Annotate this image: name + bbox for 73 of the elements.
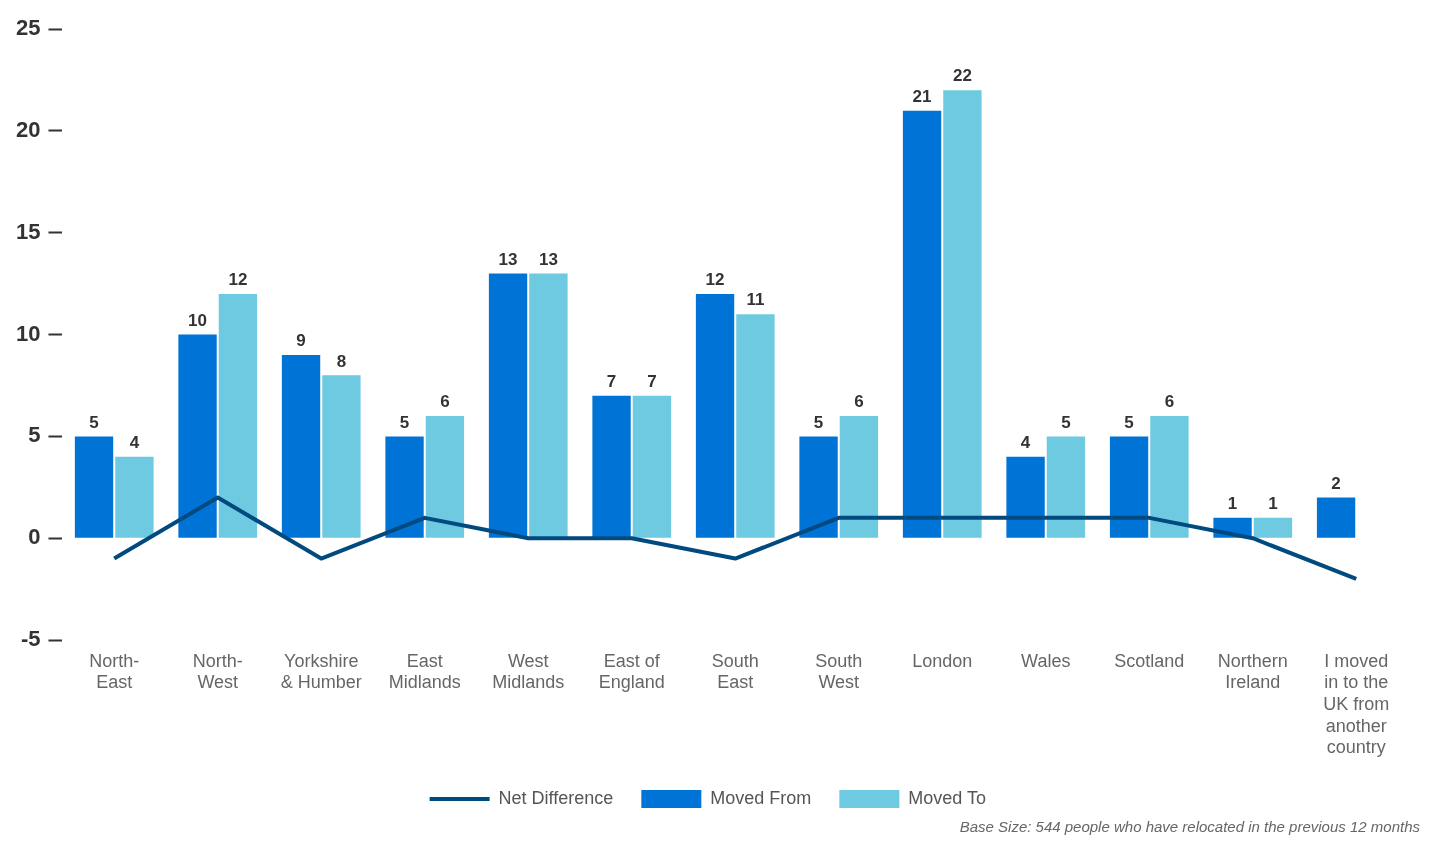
data-label: 7 (606, 371, 617, 391)
x-tick-label: East of England (598, 650, 665, 693)
x-tick-label: I moved in to the UK from another country (1323, 650, 1390, 758)
bar (1150, 416, 1189, 538)
data-label: 6 (1164, 392, 1175, 412)
data-label: 13 (498, 249, 518, 269)
bar (178, 334, 217, 538)
y-tick-label: 10 (15, 320, 41, 346)
data-label: 12 (228, 270, 248, 290)
bar (488, 273, 528, 538)
data-label: 21 (912, 86, 932, 106)
bar (322, 375, 361, 538)
y-tick-label: 5 (28, 422, 41, 448)
y-tick-label: 25 (15, 15, 41, 41)
bar (115, 456, 154, 538)
data-label: 4 (129, 432, 140, 452)
data-label: 5 (89, 412, 99, 432)
y-tick-label: 20 (15, 117, 41, 143)
y-tick-label: 0 (28, 524, 41, 550)
bar (218, 293, 258, 538)
data-label: 11 (746, 290, 765, 310)
data-label: 2 (1331, 473, 1341, 493)
bar (1316, 497, 1356, 538)
data-label: 9 (296, 331, 306, 351)
bar (425, 416, 465, 538)
bar (799, 436, 838, 538)
data-label: 1 (1268, 494, 1278, 514)
bar (281, 354, 321, 538)
x-tick-label: Northern Ireland (1217, 650, 1288, 693)
x-tick-label: South West (815, 650, 863, 693)
bar (529, 273, 568, 538)
data-label: 12 (705, 270, 725, 290)
x-tick-label: London (912, 650, 973, 671)
data-label: 22 (952, 66, 972, 86)
bar (385, 436, 424, 538)
x-tick-label: Yorkshire & Humber (280, 650, 362, 693)
data-label: 5 (1124, 412, 1134, 432)
bar (839, 416, 879, 538)
data-label: 10 (188, 310, 207, 330)
x-tick-label: Scotland (1114, 650, 1185, 671)
bar (1253, 517, 1293, 538)
data-label: 5 (813, 412, 824, 432)
data-label: 7 (647, 371, 657, 391)
x-tick-label: West Midlands (492, 650, 565, 693)
data-label: 5 (399, 412, 410, 432)
data-label: 13 (538, 249, 558, 269)
bar (74, 436, 114, 538)
text: Base Size: 544 people who have relocated in the previous 12 months (958, 818, 1421, 835)
y-tick-label: -5 (20, 626, 41, 652)
y-tick-label: 15 (15, 218, 41, 244)
x-tick-label: South East (711, 650, 759, 693)
legend-label: Moved To (908, 787, 987, 808)
bar (695, 293, 735, 538)
bar (943, 90, 982, 538)
x-tick-label: North-East (89, 650, 140, 693)
bar (592, 395, 631, 538)
legend-label: Moved From (710, 787, 812, 808)
data-label: 4 (1020, 432, 1031, 452)
data-label: 1 (1227, 494, 1238, 514)
bar (902, 110, 942, 538)
data-label: 5 (1061, 412, 1071, 432)
bar (736, 314, 775, 538)
x-tick-label: East Midlands (388, 650, 461, 693)
data-label: 6 (440, 392, 450, 412)
x-tick-label: Wales (1021, 650, 1071, 671)
x-tick-label: North-West (192, 650, 243, 693)
bar (632, 395, 672, 538)
bar (1109, 436, 1149, 538)
bar (1006, 456, 1045, 538)
data-label: 8 (336, 351, 347, 371)
bar (1046, 436, 1086, 538)
data-label: 6 (854, 392, 864, 412)
legend-label: Net Difference (498, 787, 614, 808)
